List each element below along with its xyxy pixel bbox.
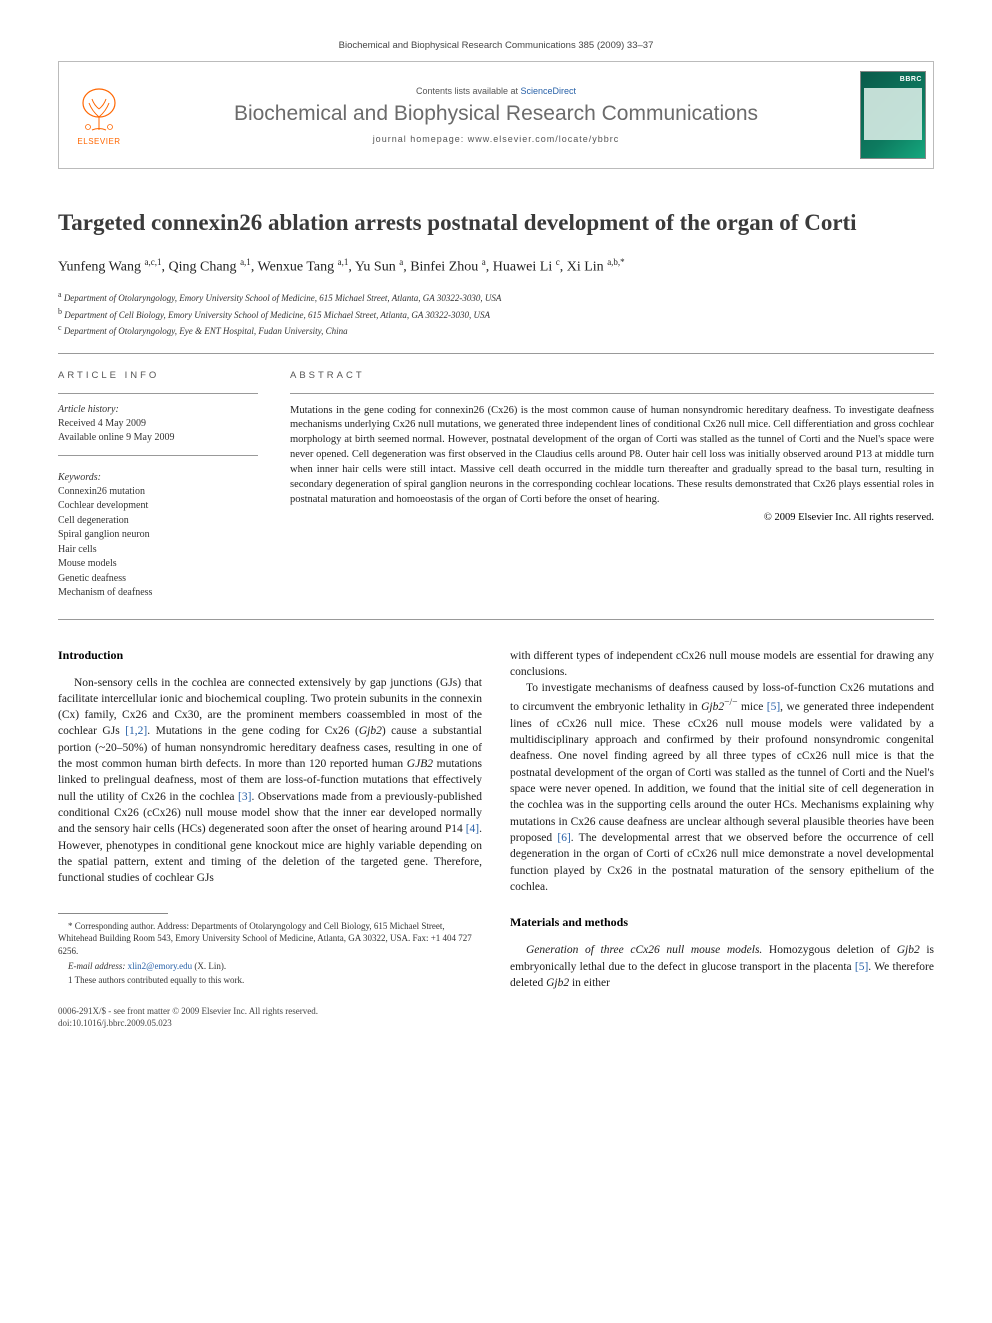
keyword: Cell degeneration xyxy=(58,514,258,529)
history-label: Article history: xyxy=(58,404,258,415)
keyword: Cochlear development xyxy=(58,499,258,514)
keyword: Mouse models xyxy=(58,557,258,572)
footnote-equal: 1 These authors contributed equally to t… xyxy=(58,974,482,987)
affiliation-c: c Department of Otolaryngology, Eye & EN… xyxy=(58,322,934,339)
keyword: Connexin26 mutation xyxy=(58,485,258,500)
journal-name: Biochemical and Biophysical Research Com… xyxy=(234,102,758,126)
footnotes: * Corresponding author. Address: Departm… xyxy=(58,920,482,987)
cover-strip xyxy=(864,88,922,140)
footer-doi: doi:10.1016/j.bbrc.2009.05.023 xyxy=(58,1017,318,1029)
right-column: with different types of independent cCx2… xyxy=(510,648,934,992)
journal-header-box: ELSEVIER Contents lists available at Sci… xyxy=(58,61,934,169)
footnote-email: E-mail address: xlin2@emory.edu (X. Lin)… xyxy=(58,960,482,973)
page-footer: 0006-291X/$ - see front matter © 2009 El… xyxy=(58,1005,934,1029)
meta-row: ARTICLE INFO Article history: Received 4… xyxy=(58,354,934,619)
contents-line: Contents lists available at ScienceDirec… xyxy=(416,86,576,96)
article-info-label: ARTICLE INFO xyxy=(58,370,258,381)
intro-para-1: Non-sensory cells in the cochlea are con… xyxy=(58,675,482,887)
footnote-corresponding: * Corresponding author. Address: Departm… xyxy=(58,920,482,958)
elsevier-tree-icon xyxy=(74,85,124,135)
copyright-line: © 2009 Elsevier Inc. All rights reserved… xyxy=(290,512,934,523)
introduction-heading: Introduction xyxy=(58,648,482,663)
email-link[interactable]: xlin2@emory.edu xyxy=(128,961,192,971)
left-column: Introduction Non-sensory cells in the co… xyxy=(58,648,482,992)
history-online: Available online 9 May 2009 xyxy=(58,431,258,445)
keyword: Mechanism of deafness xyxy=(58,586,258,601)
mm-para-1: Generation of three cCx26 null mouse mod… xyxy=(510,942,934,991)
body-columns: Introduction Non-sensory cells in the co… xyxy=(58,648,934,992)
header-center: Contents lists available at ScienceDirec… xyxy=(139,62,853,168)
abstract-divider xyxy=(290,393,934,394)
footnote-rule xyxy=(58,913,168,914)
sciencedirect-link[interactable]: ScienceDirect xyxy=(521,86,577,96)
authors-line: Yunfeng Wang a,c,1, Qing Chang a,1, Wenx… xyxy=(58,256,934,277)
article-info-column: ARTICLE INFO Article history: Received 4… xyxy=(58,370,258,601)
affiliations: a Department of Otolaryngology, Emory Un… xyxy=(58,289,934,339)
right-para-1: with different types of independent cCx2… xyxy=(510,648,934,681)
keyword: Genetic deafness xyxy=(58,572,258,587)
homepage-line: journal homepage: www.elsevier.com/locat… xyxy=(373,134,620,144)
affiliation-a: a Department of Otolaryngology, Emory Un… xyxy=(58,289,934,306)
homepage-url: www.elsevier.com/locate/ybbrc xyxy=(468,134,620,144)
info-divider-2 xyxy=(58,455,258,456)
keywords-label: Keywords: xyxy=(58,472,258,483)
cover-code: BBRC xyxy=(900,76,922,83)
abstract-text: Mutations in the gene coding for connexi… xyxy=(290,404,934,508)
divider-bottom xyxy=(58,619,934,620)
cover-thumbnail: BBRC xyxy=(853,62,933,168)
affiliation-b: b Department of Cell Biology, Emory Univ… xyxy=(58,306,934,323)
abstract-label: ABSTRACT xyxy=(290,370,934,381)
footer-left: 0006-291X/$ - see front matter © 2009 El… xyxy=(58,1005,318,1029)
right-para-2: To investigate mechanisms of deafness ca… xyxy=(510,680,934,895)
contents-prefix: Contents lists available at xyxy=(416,86,521,96)
article-title: Targeted connexin26 ablation arrests pos… xyxy=(58,209,934,238)
abstract-column: ABSTRACT Mutations in the gene coding fo… xyxy=(290,370,934,601)
info-divider xyxy=(58,393,258,394)
footer-issn: 0006-291X/$ - see front matter © 2009 El… xyxy=(58,1005,318,1017)
keyword: Hair cells xyxy=(58,543,258,558)
elsevier-label: ELSEVIER xyxy=(77,137,120,146)
homepage-prefix: journal homepage: xyxy=(373,134,468,144)
keywords-list: Connexin26 mutation Cochlear development… xyxy=(58,485,258,601)
materials-methods-heading: Materials and methods xyxy=(510,915,934,930)
history-received: Received 4 May 2009 xyxy=(58,417,258,431)
elsevier-logo: ELSEVIER xyxy=(59,62,139,168)
cover-image: BBRC xyxy=(860,71,926,159)
citation-line: Biochemical and Biophysical Research Com… xyxy=(58,40,934,51)
page-root: Biochemical and Biophysical Research Com… xyxy=(0,0,992,1060)
keyword: Spiral ganglion neuron xyxy=(58,528,258,543)
